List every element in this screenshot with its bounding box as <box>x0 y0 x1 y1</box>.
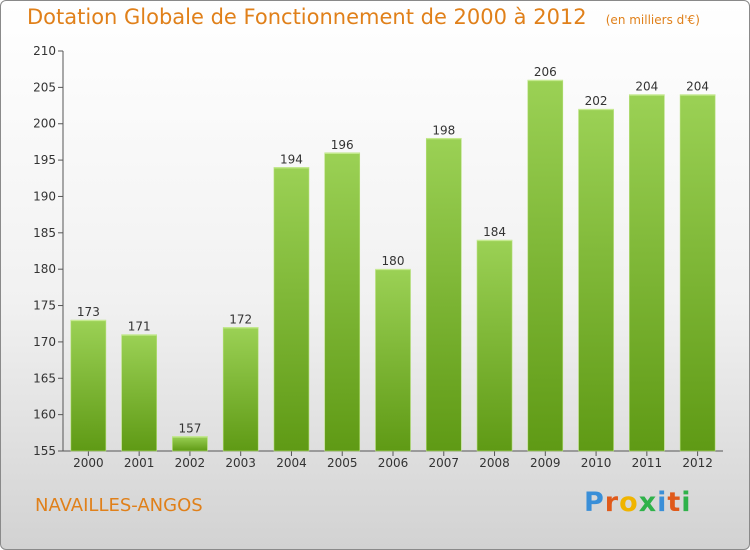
x-tick-label: 2006 <box>378 456 409 470</box>
y-tick-label: 170 <box>33 335 56 349</box>
data-label: 196 <box>331 138 354 152</box>
brand-letter: i <box>657 487 668 518</box>
data-label: 204 <box>635 80 658 94</box>
data-label: 194 <box>280 152 303 166</box>
data-label: 184 <box>483 225 506 239</box>
data-label: 198 <box>432 123 455 137</box>
bar <box>70 319 107 452</box>
x-tick-label: 2000 <box>73 456 104 470</box>
brand-letter: i <box>681 487 692 518</box>
bar <box>476 239 513 452</box>
x-tick-label: 2002 <box>175 456 206 470</box>
bar <box>324 152 361 452</box>
x-tick-label: 2003 <box>225 456 256 470</box>
data-label: 202 <box>585 94 608 108</box>
bars <box>70 79 716 452</box>
bar <box>578 108 614 452</box>
x-tick-label: 2012 <box>682 456 713 470</box>
bar <box>425 137 462 452</box>
y-tick-label: 175 <box>33 299 56 313</box>
brand-letter: r <box>604 487 620 518</box>
x-tick-label: 2009 <box>530 456 561 470</box>
x-tick-label: 2008 <box>479 456 510 470</box>
bar <box>375 268 411 452</box>
commune-name: NAVAILLES-ANGOS <box>35 495 203 516</box>
x-tick-label: 2011 <box>632 456 663 470</box>
x-tick-label: 2010 <box>581 456 612 470</box>
bar <box>222 327 259 452</box>
data-labels: 173 171 157 172 194 196 180 198 184 206 202 204 204 <box>77 65 709 435</box>
y-tick-label: 195 <box>33 153 56 167</box>
bar <box>527 79 564 452</box>
bar <box>121 334 157 452</box>
data-label: 180 <box>382 254 405 268</box>
brand-letter: P <box>584 487 605 518</box>
x-tick-label: 2005 <box>327 456 358 470</box>
y-tick-label: 210 <box>33 44 56 58</box>
y-tick-label: 190 <box>33 189 56 203</box>
brand-letter: o <box>619 487 639 518</box>
chart-title: Dotation Globale de Fonctionnement de 20… <box>27 5 587 29</box>
x-tick-label: 2001 <box>124 456 155 470</box>
data-label: 173 <box>77 305 100 319</box>
y-tick-label: 165 <box>33 371 56 385</box>
title-row: Dotation Globale de Fonctionnement de 20… <box>27 5 700 29</box>
y-tick-label: 155 <box>33 444 56 458</box>
bar <box>273 167 310 452</box>
bar <box>172 436 208 452</box>
data-label: 204 <box>686 80 709 94</box>
y-tick-label: 205 <box>33 80 56 94</box>
y-tick-label: 180 <box>33 262 56 276</box>
brand-letter: t <box>667 487 682 518</box>
proxiti-logo[interactable]: Proxiti <box>584 487 692 518</box>
axes: 155 160 165 170 175 180 185 190 195 200 205 210 2000… <box>33 44 723 470</box>
x-tick-label: 2004 <box>276 456 307 470</box>
x-tick-label: 2007 <box>428 456 459 470</box>
y-tick-label: 160 <box>33 408 56 422</box>
data-label: 206 <box>534 65 557 79</box>
chart-unit: (en milliers d'€) <box>605 13 700 27</box>
data-label: 172 <box>229 312 252 326</box>
bar <box>679 94 716 452</box>
y-tick-label: 185 <box>33 226 56 240</box>
data-label: 171 <box>128 320 151 334</box>
y-tick-label: 200 <box>33 117 56 131</box>
bar <box>629 94 665 452</box>
data-label: 157 <box>178 421 201 435</box>
brand-letter: x <box>638 487 658 518</box>
